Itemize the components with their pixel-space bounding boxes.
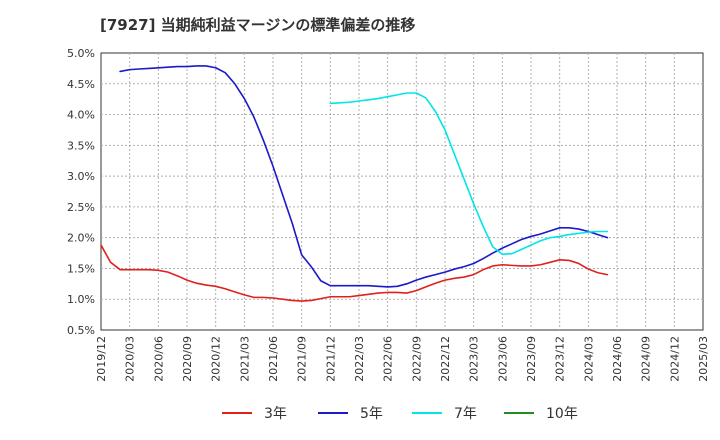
legend-label-5年: 5年 (360, 406, 383, 422)
x-tick-label: 2021/12 (324, 336, 337, 382)
series-line-3年 (100, 244, 609, 302)
legend-label-10年: 10年 (546, 406, 578, 422)
series-line-7年 (329, 92, 609, 256)
x-tick-label: 2020/12 (210, 336, 223, 382)
grid (101, 53, 703, 330)
y-tick-label: 2.5% (67, 201, 95, 214)
x-tick-label: 2025/03 (697, 336, 710, 382)
x-tick-label: 2023/09 (525, 336, 538, 382)
legend: 3年 5年 7年 10年 (222, 406, 578, 422)
y-axis-ticks: 0.5% 1.0% 1.5% 2.0% 2.5% 3.0% 3.5% 4.0% 4.5% 5.0% (67, 47, 95, 337)
x-tick-label: 2020/09 (181, 336, 194, 382)
x-tick-label: 2022/09 (410, 336, 423, 382)
x-tick-label: 2019/12 (95, 336, 108, 382)
y-tick-label: 0.5% (67, 324, 95, 337)
y-tick-label: 3.0% (67, 170, 95, 183)
x-tick-label: 2024/09 (640, 336, 653, 382)
legend-label-3年: 3年 (264, 406, 287, 422)
x-tick-label: 2022/12 (439, 336, 452, 382)
y-tick-label: 1.5% (67, 262, 95, 275)
x-axis-ticks: 2019/12 2020/03 2020/06 2020/09 2020/12 2021/… (95, 336, 710, 382)
x-tick-label: 2021/09 (296, 336, 309, 382)
x-tick-label: 2020/03 (124, 336, 137, 382)
x-tick-label: 2023/03 (468, 336, 481, 382)
x-tick-label: 2021/03 (238, 336, 251, 382)
chart-title: [7927] 当期純利益マージンの標準偏差の推移 (100, 16, 416, 34)
y-tick-label: 1.0% (67, 293, 95, 306)
x-tick-label: 2021/06 (267, 336, 280, 382)
x-tick-label: 2024/03 (582, 336, 595, 382)
y-tick-label: 2.0% (67, 232, 95, 245)
y-tick-label: 4.0% (67, 109, 95, 122)
x-tick-label: 2022/06 (382, 336, 395, 382)
y-tick-label: 5.0% (67, 47, 95, 60)
x-tick-label: 2023/06 (496, 336, 509, 382)
series-lines (100, 65, 609, 302)
x-tick-label: 2024/12 (668, 336, 681, 382)
series-line-5年 (119, 65, 609, 288)
x-tick-label: 2022/03 (353, 336, 366, 382)
legend-label-7年: 7年 (454, 406, 477, 422)
y-tick-label: 4.5% (67, 78, 95, 91)
x-tick-label: 2023/12 (554, 336, 567, 382)
x-tick-label: 2024/06 (611, 336, 624, 382)
y-tick-label: 3.5% (67, 139, 95, 152)
x-tick-label: 2020/06 (152, 336, 165, 382)
